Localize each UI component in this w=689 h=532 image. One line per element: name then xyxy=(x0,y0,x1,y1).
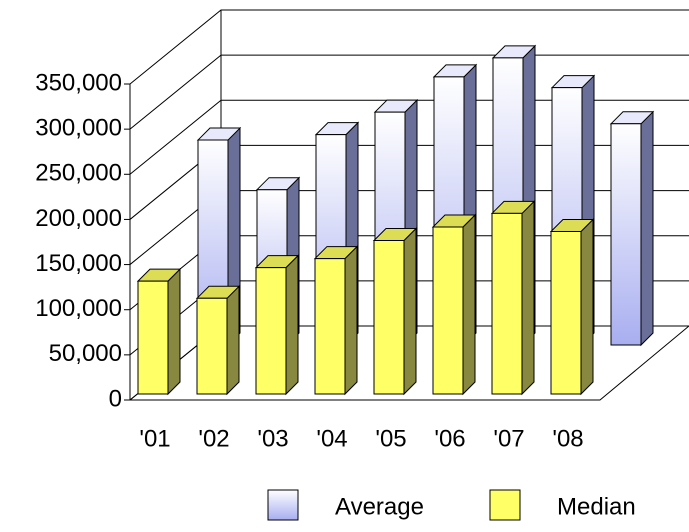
bar xyxy=(372,227,418,396)
legend-swatch xyxy=(489,489,521,521)
x-tick-label: '08 xyxy=(552,425,583,452)
y-tick-label: 50,000 xyxy=(49,340,122,367)
bar-face xyxy=(550,230,582,395)
bar-face xyxy=(314,258,346,395)
y-tick-label: 350,000 xyxy=(35,69,122,96)
grid-line xyxy=(129,9,689,85)
bar-face xyxy=(580,218,594,396)
bar-face xyxy=(491,212,523,395)
y-tick-label: 300,000 xyxy=(35,114,122,141)
y-tick-label: 150,000 xyxy=(35,250,122,277)
bar xyxy=(490,200,536,396)
bar xyxy=(609,110,655,347)
bar xyxy=(431,213,477,396)
x-tick-label: '03 xyxy=(257,425,288,452)
bar-face xyxy=(521,200,535,396)
bar-face xyxy=(640,110,654,347)
bar-face xyxy=(610,123,642,346)
bar-face xyxy=(285,254,299,396)
x-tick-label: '02 xyxy=(198,425,229,452)
bar-face xyxy=(196,297,228,395)
bar xyxy=(195,285,241,396)
legend-swatch xyxy=(267,489,299,521)
bar-face xyxy=(167,267,181,396)
bar xyxy=(254,254,300,396)
bar-face xyxy=(226,285,240,396)
x-tick-label: '05 xyxy=(375,425,406,452)
bar-face xyxy=(344,245,358,396)
y-tick-label: 250,000 xyxy=(35,160,122,187)
legend-label: Median xyxy=(557,493,636,520)
x-tick-label: '04 xyxy=(316,425,347,452)
x-tick-label: '07 xyxy=(493,425,524,452)
y-tick-label: 0 xyxy=(109,385,122,412)
x-tick-label: '06 xyxy=(434,425,465,452)
bar-face xyxy=(432,226,464,395)
bar-face xyxy=(255,267,287,395)
bar xyxy=(136,267,182,396)
bar-face xyxy=(403,227,417,396)
bar-face xyxy=(373,240,405,395)
x-tick-label: '01 xyxy=(139,425,170,452)
bar xyxy=(549,218,595,396)
bar-face xyxy=(462,213,476,396)
y-tick-label: 100,000 xyxy=(35,295,122,322)
y-tick-label: 200,000 xyxy=(35,205,122,232)
bar-face xyxy=(137,280,169,395)
bar xyxy=(313,245,359,396)
legend-label: Average xyxy=(335,493,424,520)
